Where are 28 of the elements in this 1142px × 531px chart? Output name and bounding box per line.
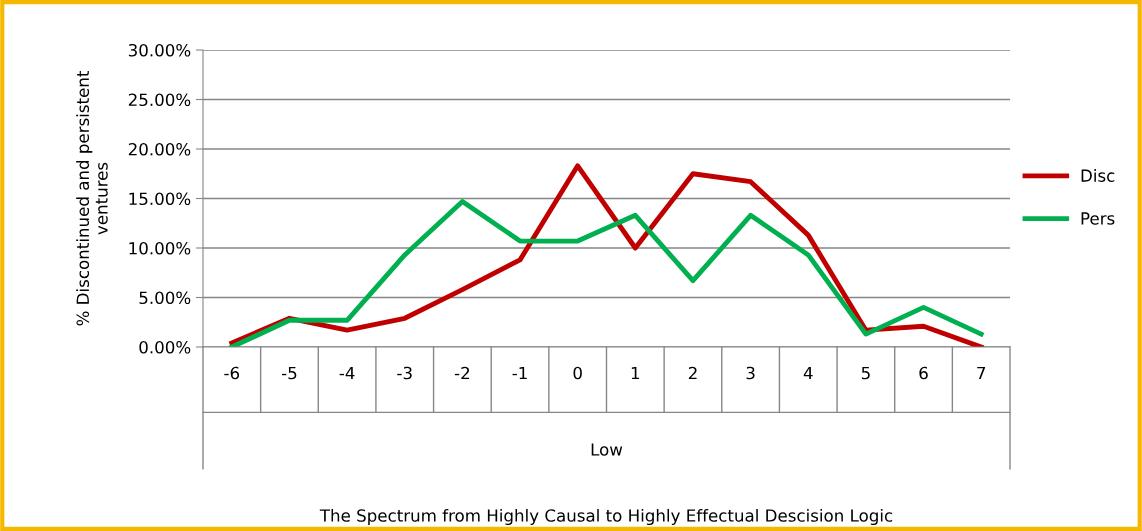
text: Low — [591, 443, 623, 456]
x-tick-label: 3 — [746, 366, 755, 380]
x-tick-label: -4 — [339, 366, 355, 380]
y-tick-label: 10.00% — [129, 241, 191, 255]
y-tick-label: 20.00% — [128, 142, 191, 156]
x-tick-label: -2 — [454, 366, 470, 380]
line-series — [229, 163, 984, 347]
x-tick-label: 7 — [977, 366, 986, 380]
line-series — [229, 199, 984, 347]
text: The Spectrum from Highly Causal to Highly Effectual Descision Logic — [319, 508, 893, 526]
y-tick-label: 25.00% — [128, 93, 191, 107]
y-axis-title: % Discontinued and persistent ventures — [76, 70, 108, 326]
x-tick-label: -1 — [512, 366, 527, 380]
x-tick-label: -3 — [397, 366, 412, 380]
y-tick-label: 5.00% — [139, 291, 191, 305]
x-tick-label: 4 — [803, 366, 813, 380]
x-tick-label: 1 — [631, 366, 640, 380]
x-tick-label: -5 — [281, 366, 297, 380]
x-tick-label: 2 — [688, 366, 697, 380]
x-tick-label: 6 — [919, 366, 928, 380]
x-tick-label: -6 — [224, 366, 240, 380]
y-tick-label: 0.00% — [139, 340, 191, 354]
x-tick-label: 0 — [573, 366, 582, 380]
y-tick-label: 30.00% — [128, 43, 191, 57]
legend-label: Disc — [1081, 169, 1115, 182]
y-tick-label: 15.00% — [129, 192, 191, 206]
legend-label: Pers — [1081, 212, 1115, 225]
x-tick-label: 5 — [861, 366, 870, 380]
